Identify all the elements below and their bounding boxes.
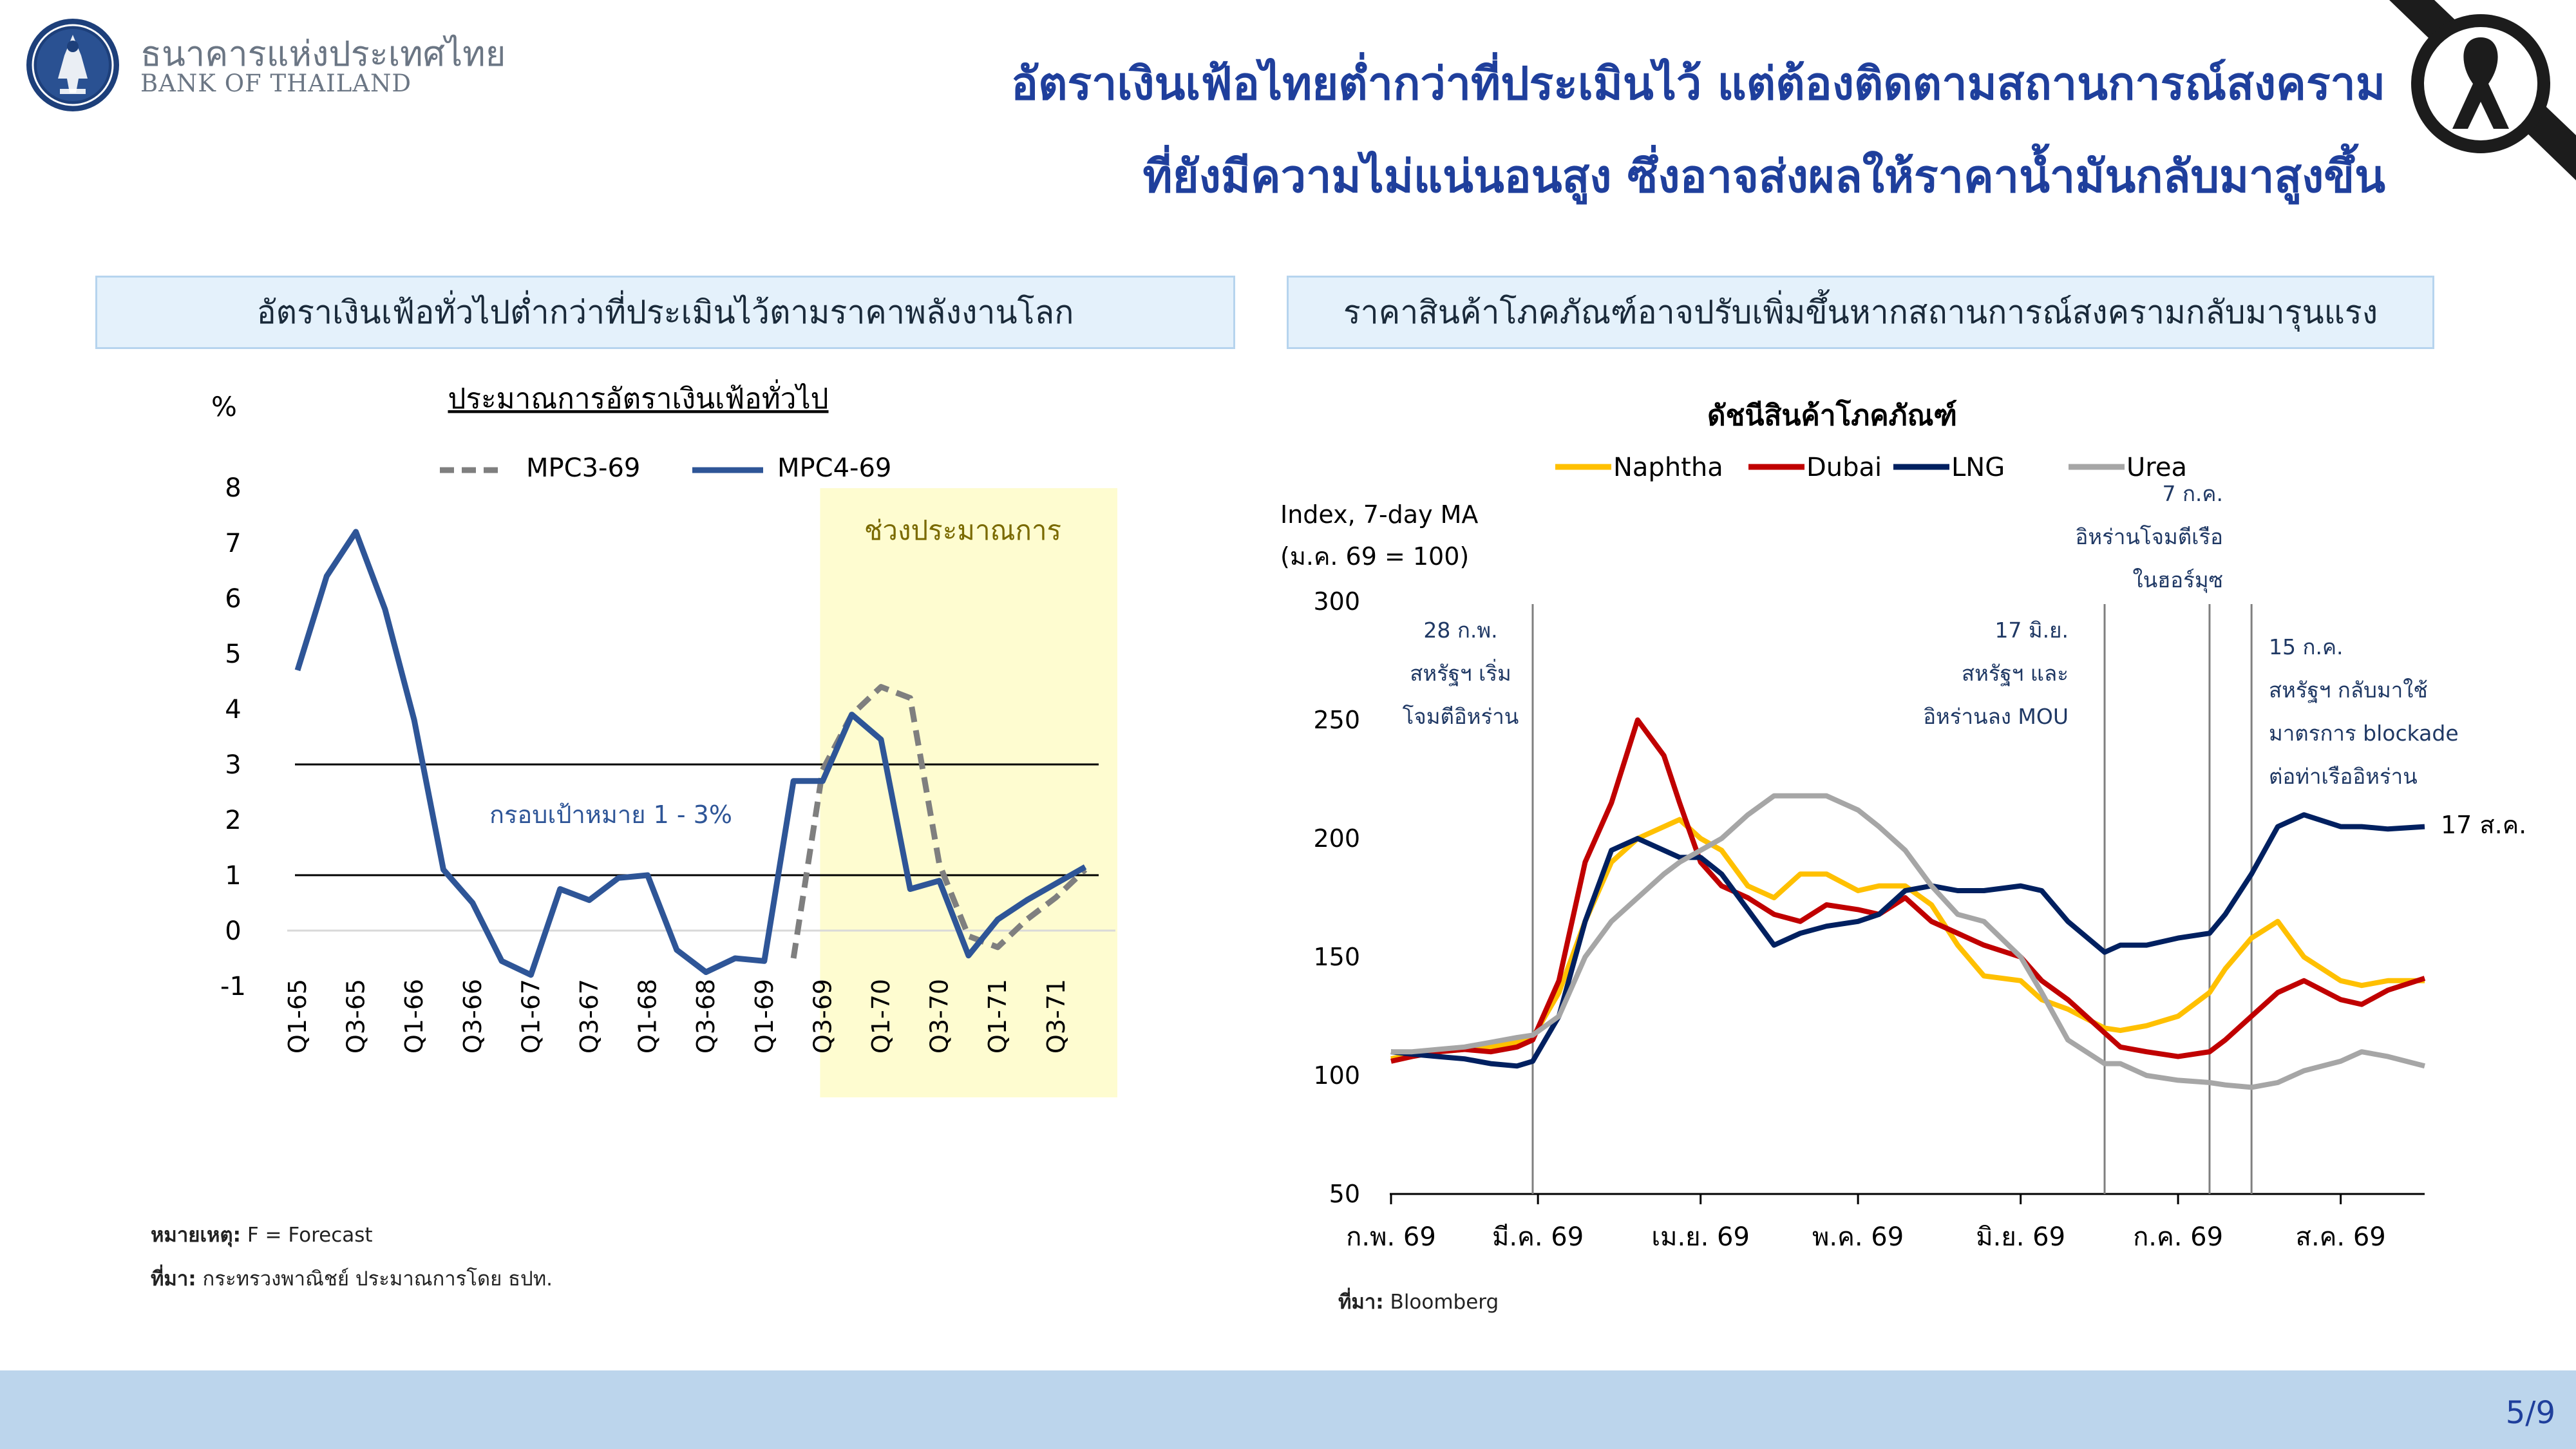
- target-band-label: กรอบเป้าหมาย 1 - 3%: [489, 800, 732, 829]
- event-label: 15 ก.ค.: [2269, 634, 2344, 659]
- legend-label-mpc3-69: MPC3-69: [526, 453, 640, 483]
- series-line-mpc3-69: [790, 684, 1088, 959]
- x-tick-label: Q3-65: [342, 979, 370, 1054]
- right-source: ที่มา: Bloomberg: [1338, 1285, 1499, 1318]
- x-tick-label: Q3-66: [459, 979, 487, 1054]
- x-tick-label: Q1-69: [750, 979, 779, 1054]
- y-axis-label-line-2: (ม.ค. 69 = 100): [1280, 542, 1469, 571]
- right-source-label: ที่มา:: [1338, 1291, 1384, 1314]
- left-source-label: ที่มา:: [151, 1267, 196, 1291]
- y-tick-label: -1: [220, 972, 246, 1001]
- series-line-naphtha: [1390, 817, 2425, 1062]
- x-tick-label: ก.ค. 69: [2133, 1222, 2223, 1252]
- event-label: โจมตีอิหร่าน: [1403, 704, 1519, 729]
- event-label: 28 ก.พ.: [1423, 618, 1497, 643]
- x-tick-label: เม.ย. 69: [1651, 1222, 1750, 1252]
- bank-of-thailand-logo: [26, 19, 119, 111]
- forecast-shaded-region: [820, 488, 1117, 1097]
- legend-label-urea: Urea: [2126, 453, 2187, 482]
- x-tick-label: Q3-69: [808, 979, 837, 1054]
- series-line-mpc4-69: [294, 529, 1087, 978]
- legend-label-mpc4-69: MPC4-69: [777, 453, 891, 483]
- y-axis-label-line-1: Index, 7-day MA: [1280, 500, 1478, 529]
- x-tick-label: Q3-67: [575, 979, 603, 1054]
- left-panel-header: อัตราเงินเฟ้อทั่วไปต่ำกว่าที่ประเมินไว้ต…: [95, 276, 1235, 349]
- y-tick-label: 5: [225, 639, 241, 669]
- x-tick-label: ส.ค. 69: [2296, 1222, 2386, 1252]
- forecast-region-label: ช่วงประมาณการ: [864, 515, 1061, 546]
- event-label: ต่อท่าเรืออิหร่าน: [2269, 764, 2418, 789]
- x-tick-label: ก.พ. 69: [1346, 1222, 1436, 1252]
- legend-label-naphtha: Naphtha: [1613, 453, 1723, 482]
- event-label: สหรัฐฯ เริ่ม: [1410, 659, 1511, 687]
- y-tick-label: 6: [225, 584, 241, 614]
- y-tick-label: 50: [1329, 1180, 1360, 1208]
- y-tick-label: 4: [225, 695, 241, 724]
- note-label: หมายเหตุ:: [151, 1224, 241, 1247]
- event-label: อิหร่านโจมตีเรือ: [2076, 524, 2223, 549]
- event-label: มาตรการ blockade: [2269, 721, 2459, 746]
- x-tick-label: มี.ค. 69: [1492, 1222, 1584, 1252]
- page-title-line-2: ที่ยังมีความไม่แน่นอนสูง ซึ่งอาจส่งผลให้…: [1142, 150, 2385, 203]
- left-panel-header-text: อัตราเงินเฟ้อทั่วไปต่ำกว่าที่ประเมินไว้ต…: [256, 293, 1074, 331]
- right-panel-header-text: ราคาสินค้าโภคภัณฑ์อาจปรับเพิ่มขึ้นหากสถา…: [1343, 293, 2378, 331]
- x-tick-label: Q3-70: [925, 979, 954, 1054]
- x-tick-label: Q1-67: [516, 979, 545, 1054]
- left-note: หมายเหตุ: F = Forecast: [151, 1218, 373, 1251]
- event-label: สหรัฐฯ กลับมาใช้: [2269, 677, 2428, 703]
- series-line-urea: [1391, 793, 2425, 1090]
- chart-title: ดัชนีสินค้าโภคภัณฑ์: [1707, 398, 1957, 432]
- chart-title: ประมาณการอัตราเงินเฟ้อทั่วไป: [448, 379, 828, 415]
- mourning-ribbon-icon: [2389, 0, 2576, 180]
- y-tick-label: 100: [1313, 1061, 1360, 1090]
- y-axis-unit: %: [211, 391, 237, 422]
- x-tick-label: พ.ค. 69: [1812, 1222, 1904, 1252]
- y-tick-label: 150: [1313, 943, 1360, 971]
- y-tick-label: 0: [225, 916, 241, 946]
- event-label: อิหร่านลง MOU: [1923, 704, 2069, 729]
- right-panel-header: ราคาสินค้าโภคภัณฑ์อาจปรับเพิ่มขึ้นหากสถา…: [1287, 276, 2434, 349]
- bank-name-thai: ธนาคารแห่งประเทศไทย: [140, 33, 506, 74]
- y-tick-label: 7: [225, 529, 241, 558]
- x-tick-label: Q3-71: [1042, 979, 1070, 1054]
- commodity-index-chart: ดัชนีสินค้าโภคภัณฑ์ Naphtha Dubai LNG Urea In…: [1280, 398, 2526, 1252]
- y-tick-label: 200: [1313, 824, 1360, 853]
- x-tick-label: Q1-68: [634, 979, 662, 1054]
- y-tick-label: 2: [225, 806, 241, 835]
- legend-label-lng: LNG: [1951, 453, 2005, 482]
- right-source-text: Bloomberg: [1390, 1291, 1499, 1314]
- page-title-line-1: อัตราเงินเฟ้อไทยต่ำกว่าที่ประเมินไว้ แต่…: [1011, 57, 2385, 110]
- bank-name-english: BANK OF THAILAND: [140, 70, 412, 97]
- y-tick-label: 250: [1313, 706, 1360, 734]
- event-label: 7 ก.ค.: [2162, 481, 2223, 506]
- y-tick-label: 1: [225, 861, 241, 891]
- y-tick-label: 8: [225, 473, 241, 503]
- left-source: ที่มา: กระทรวงพาณิชย์ ประมาณการโดย ธปท.: [151, 1262, 553, 1294]
- event-label: 17 มิ.ย.: [1994, 618, 2069, 643]
- y-tick-label: 3: [225, 750, 241, 780]
- x-tick-label: Q3-68: [692, 979, 720, 1054]
- y-tick-label: 300: [1313, 587, 1360, 616]
- left-source-text: กระทรวงพาณิชย์ ประมาณการโดย ธปท.: [202, 1267, 553, 1291]
- legend-label-dubai: Dubai: [1806, 453, 1882, 482]
- series-end-label: 17 ส.ค.: [2441, 811, 2526, 839]
- x-tick-label: Q1-66: [400, 979, 428, 1054]
- event-label: สหรัฐฯ และ: [1962, 661, 2069, 687]
- footer-bar: [0, 1370, 2576, 1449]
- series-line-lng: [1390, 812, 2425, 1069]
- x-tick-label: Q1-70: [867, 979, 895, 1054]
- x-tick-label: Q1-65: [283, 979, 312, 1054]
- page-number: 5/9: [2505, 1395, 2555, 1431]
- x-tick-label: Q1-71: [983, 979, 1012, 1054]
- event-label: ในฮอร์มุซ: [2132, 567, 2223, 593]
- note-text: F = Forecast: [247, 1224, 373, 1247]
- x-tick-label: มิ.ย. 69: [1976, 1222, 2065, 1252]
